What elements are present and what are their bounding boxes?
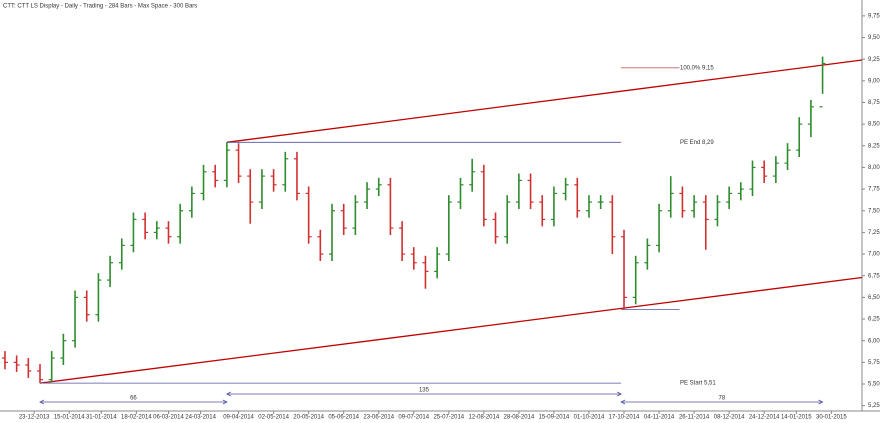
level-label: PE Start 5,51 bbox=[680, 381, 716, 387]
x-tick-label: 04-11-2014 bbox=[644, 415, 675, 421]
x-tick-label: 06-03-2014 bbox=[153, 415, 184, 421]
y-tick-label: 7,00 bbox=[868, 252, 880, 258]
span-arrow bbox=[620, 399, 824, 405]
x-tick-label: 17-10-2014 bbox=[609, 415, 640, 421]
level-label: 100,0% 9,15 bbox=[680, 65, 714, 71]
x-tick-label: 14-01-2015 bbox=[781, 415, 812, 421]
x-tick-label: 05-06-2014 bbox=[328, 415, 359, 421]
x-tick-label: 18-02-2014 bbox=[121, 415, 152, 421]
y-tick-label: 8,00 bbox=[868, 165, 880, 171]
x-tick-label: 01-10-2014 bbox=[574, 415, 605, 421]
y-tick-label: 7,50 bbox=[868, 208, 880, 214]
x-tick-label: 24-03-2014 bbox=[185, 415, 216, 421]
x-tick-label: 23-06-2014 bbox=[363, 415, 394, 421]
y-tick-label: 8,75 bbox=[868, 100, 880, 106]
y-tick-label: 9,75 bbox=[868, 13, 880, 19]
x-tick-label: 23-12-2013 bbox=[19, 415, 50, 421]
chart-title: CTT: CTT LS Display - Daily - Trading - … bbox=[3, 4, 197, 10]
x-tick-label: 15-01-2014 bbox=[54, 415, 85, 421]
y-tick-label: 6,25 bbox=[868, 317, 880, 323]
x-tick-label: 09-04-2014 bbox=[223, 415, 254, 421]
span-label: 135 bbox=[419, 388, 430, 394]
y-tick-label: 7,25 bbox=[868, 230, 880, 236]
y-tick-label: 8,50 bbox=[868, 122, 880, 128]
x-tick-label: 25-07-2014 bbox=[433, 415, 464, 421]
y-tick-label: 9,50 bbox=[868, 35, 880, 41]
y-tick-label: 6,50 bbox=[868, 295, 880, 301]
x-tick-label: 24-12-2014 bbox=[749, 415, 780, 421]
y-tick-label: 7,75 bbox=[868, 187, 880, 193]
x-tick-label: 26-11-2014 bbox=[679, 415, 710, 421]
x-tick-label: 30-01-2015 bbox=[816, 415, 847, 421]
y-tick-label: 9,25 bbox=[868, 57, 880, 63]
span-arrow bbox=[225, 391, 622, 397]
trendline bbox=[39, 276, 863, 384]
span-arrow bbox=[39, 399, 228, 405]
y-tick-label: 5,75 bbox=[868, 360, 880, 366]
y-tick-label: 9,00 bbox=[868, 78, 880, 84]
x-tick-label: 28-08-2014 bbox=[504, 415, 535, 421]
y-tick-label: 6,75 bbox=[868, 273, 880, 279]
x-tick-label: 31-01-2014 bbox=[86, 415, 117, 421]
x-tick-label: 09-07-2014 bbox=[398, 415, 429, 421]
level-label: PE End 8,29 bbox=[680, 140, 714, 146]
y-tick-label: 5,50 bbox=[868, 382, 880, 388]
y-tick-label: 5,25 bbox=[868, 403, 880, 409]
trendline bbox=[226, 59, 863, 143]
y-tick-label: 6,00 bbox=[868, 338, 880, 344]
x-tick-label: 12-08-2014 bbox=[469, 415, 500, 421]
x-tick-label: 02-05-2014 bbox=[258, 415, 289, 421]
x-tick-label: 20-05-2014 bbox=[293, 415, 324, 421]
x-tick-label: 15-09-2014 bbox=[539, 415, 570, 421]
y-tick-label: 8,25 bbox=[868, 143, 880, 149]
span-label: 78 bbox=[718, 396, 725, 402]
span-label: 66 bbox=[130, 396, 137, 402]
x-tick-label: 08-12-2014 bbox=[714, 415, 745, 421]
